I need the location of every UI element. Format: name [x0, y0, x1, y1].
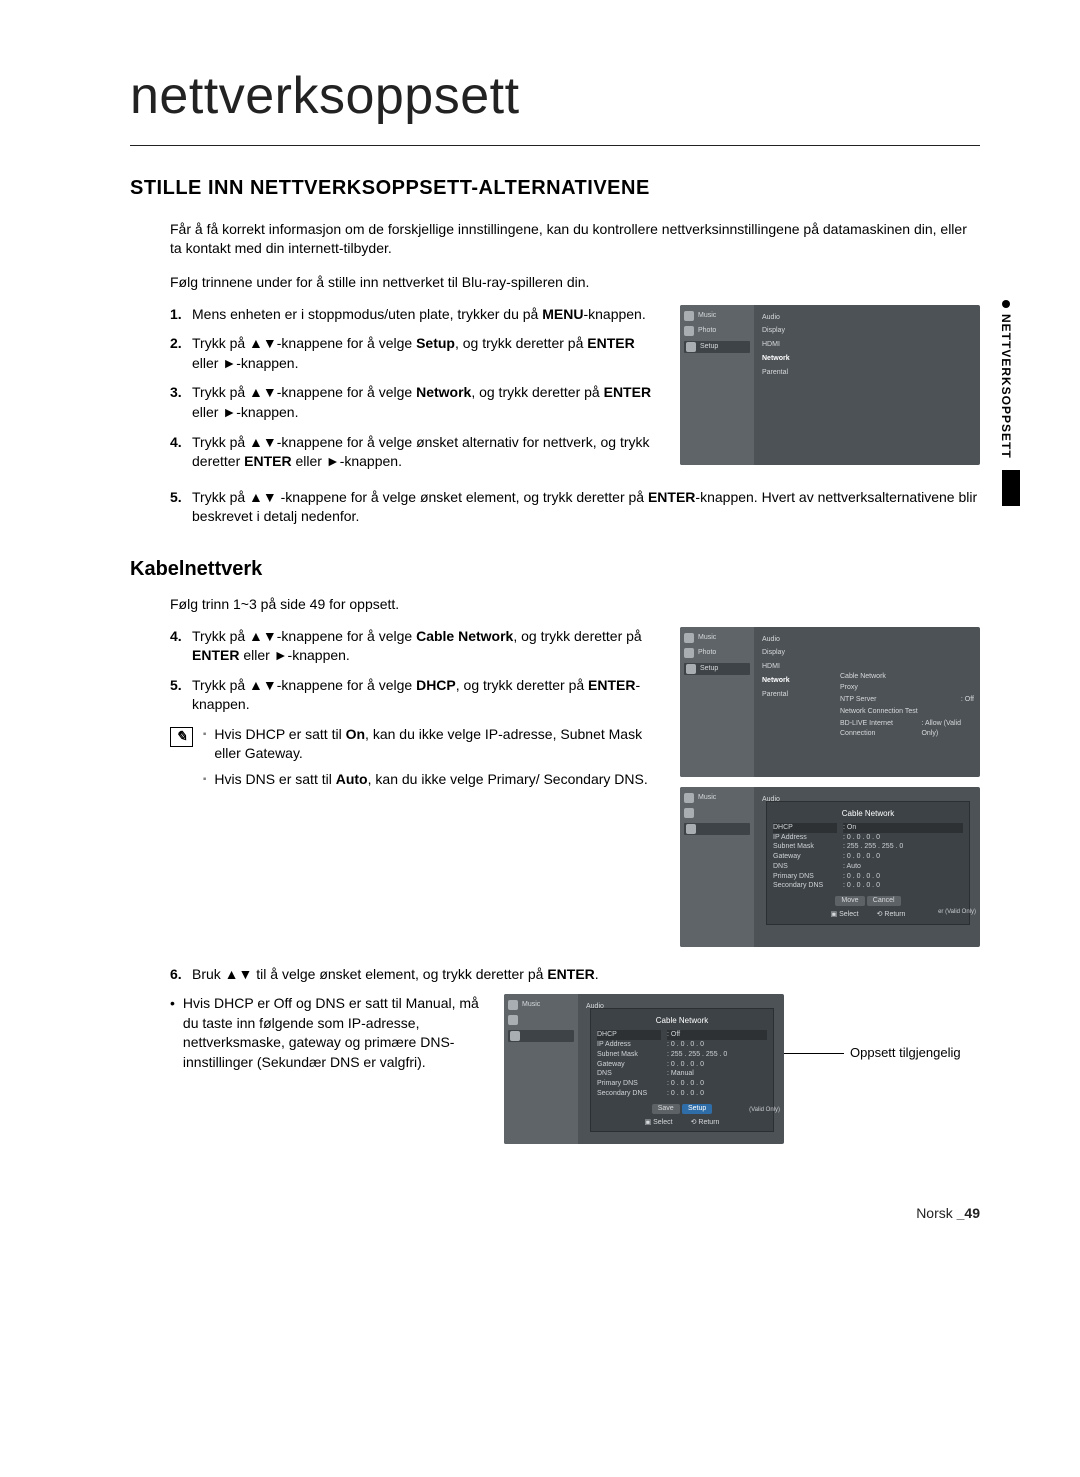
title-underline	[130, 145, 980, 146]
step-body: Trykk på ▲▼ -knappene for å velge ønsket…	[192, 488, 980, 527]
dialog-title: Cable Network	[597, 1015, 767, 1026]
side-tab-label: NETTVERKSOPPSETT	[997, 314, 1014, 459]
step: 3. Trykk på ▲▼-knappene for å velge Netw…	[170, 383, 664, 422]
move-button: Move	[835, 896, 864, 906]
step-body: Trykk på ▲▼-knappene for å velge ønsket …	[192, 433, 664, 472]
note-block: ✎ Hvis DHCP er satt til On, kan du ikke …	[170, 725, 664, 796]
screenshot-dhcp-off: Music Audio Cable Network DHCP: Off IP A…	[504, 994, 784, 1144]
steps-list-a: 1. Mens enheten er i stoppmodus/uten pla…	[170, 305, 664, 472]
step-body: Bruk ▲▼ til å velge ønsket element, og t…	[192, 965, 980, 985]
setup-icon	[686, 664, 696, 674]
step: 6. Bruk ▲▼ til å velge ønsket element, o…	[170, 965, 980, 985]
cable-follow: Følg trinn 1~3 på side 49 for oppsett.	[170, 595, 980, 615]
screenshot-cable-submenu: Music Photo Setup Audio Display HDMI Net…	[680, 627, 980, 777]
step-body: Mens enheten er i stoppmodus/uten plate,…	[192, 305, 664, 325]
cancel-button: Cancel	[867, 896, 901, 906]
dialog-title: Cable Network	[773, 808, 963, 819]
bullet-icon	[1002, 300, 1010, 308]
music-icon	[684, 311, 694, 321]
step: 5. Trykk på ▲▼ -knappene for å velge øns…	[170, 488, 980, 527]
setup-icon	[686, 824, 696, 834]
setup-icon	[686, 342, 696, 352]
step-num: 6.	[170, 965, 192, 985]
step-num: 4.	[170, 627, 192, 666]
step-num: 2.	[170, 334, 192, 373]
callout-label: Oppsett tilgjengelig	[850, 1044, 961, 1062]
step: 4. Trykk på ▲▼-knappene for å velge ønsk…	[170, 433, 664, 472]
step-num: 3.	[170, 383, 192, 422]
bullet-text: Hvis DHCP er Off og DNS er satt til Manu…	[183, 994, 490, 1072]
photo-icon	[684, 648, 694, 658]
note-item: Hvis DNS er satt til Auto, kan du ikke v…	[203, 770, 664, 790]
step-body: Trykk på ▲▼-knappene for å velge Network…	[192, 383, 664, 422]
step-num: 1.	[170, 305, 192, 325]
screenshot-setup-network: Music Photo Setup Audio Display HDMI Net…	[680, 305, 980, 465]
photo-icon	[508, 1015, 518, 1025]
step: 4. Trykk på ▲▼-knappene for å velge Cabl…	[170, 627, 664, 666]
note-icon: ✎	[170, 727, 193, 747]
photo-icon	[684, 808, 694, 818]
save-button: Save	[652, 1104, 680, 1114]
follow-text: Følg trinnene under for å stille inn net…	[170, 273, 980, 293]
music-icon	[684, 793, 694, 803]
step-body: Trykk på ▲▼-knappene for å velge Setup, …	[192, 334, 664, 373]
setup-button: Setup	[682, 1104, 712, 1114]
section-heading: STILLE INN NETTVERKSOPPSETT-ALTERNATIVEN…	[130, 174, 980, 202]
page-footer: Norsk _49	[130, 1204, 980, 1224]
step-num: 5.	[170, 488, 192, 527]
music-icon	[684, 633, 694, 643]
page-title: nettverksoppsett	[130, 60, 980, 139]
subheading-cable: Kabelnettverk	[130, 555, 980, 583]
screenshot-dhcp-on: Music Audio Cable Network DHCP: On IP Ad…	[680, 787, 980, 947]
music-icon	[508, 1000, 518, 1010]
step-body: Trykk på ▲▼-knappene for å velge Cable N…	[192, 627, 664, 666]
side-black-marker	[1002, 470, 1020, 506]
step: 1. Mens enheten er i stoppmodus/uten pla…	[170, 305, 664, 325]
step-num: 4.	[170, 433, 192, 472]
step: 5. Trykk på ▲▼-knappene for å velge DHCP…	[170, 676, 664, 715]
setup-icon	[510, 1031, 520, 1041]
step: 2. Trykk på ▲▼-knappene for å velge Setu…	[170, 334, 664, 373]
step-num: 5.	[170, 676, 192, 715]
intro-text: Får å få korrekt informasjon om de forsk…	[170, 220, 980, 259]
photo-icon	[684, 326, 694, 336]
side-tab: NETTVERKSOPPSETT	[997, 300, 1014, 459]
callout-line	[784, 1053, 844, 1054]
callout: Oppsett tilgjengelig	[784, 1044, 961, 1062]
step-body: Trykk på ▲▼-knappene for å velge DHCP, o…	[192, 676, 664, 715]
note-item: Hvis DHCP er satt til On, kan du ikke ve…	[203, 725, 664, 764]
